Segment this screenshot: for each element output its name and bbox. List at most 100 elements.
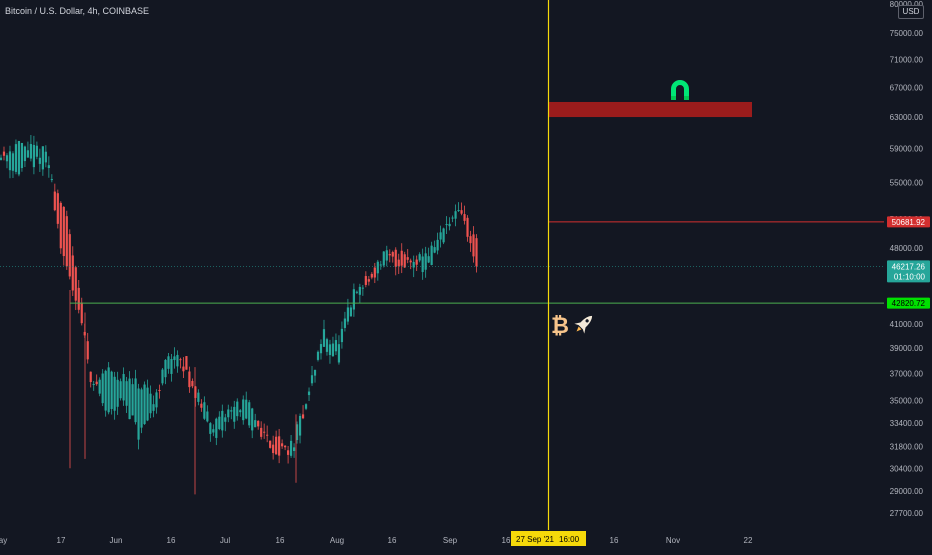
candle-body xyxy=(128,378,131,420)
x-tick-label: 16 xyxy=(610,536,619,545)
candle-body xyxy=(191,380,194,387)
candle-body xyxy=(397,259,400,267)
y-tick-label: 80000.00 xyxy=(890,0,924,9)
candle-body xyxy=(29,144,33,159)
candle-body xyxy=(137,388,140,440)
currency-button[interactable]: USD xyxy=(898,5,924,19)
candle-body xyxy=(113,376,116,411)
candle-body xyxy=(155,392,158,408)
candle-body xyxy=(197,392,200,402)
candle-body xyxy=(442,228,445,243)
candle-body xyxy=(209,423,212,434)
candle-body xyxy=(355,291,358,293)
candle-body xyxy=(379,264,382,266)
candle-body xyxy=(316,351,320,360)
y-tick-label: 35000.00 xyxy=(890,396,924,405)
candle-body xyxy=(343,318,347,328)
candle-body xyxy=(433,247,436,253)
candle-body xyxy=(242,399,245,421)
candle-body xyxy=(98,379,101,394)
candle-body xyxy=(170,358,173,374)
y-tick-label: 55000.00 xyxy=(890,178,924,187)
candle-body xyxy=(370,273,373,278)
x-tick-label: Aug xyxy=(330,536,344,545)
candle-body xyxy=(358,286,361,295)
price-tag-label: 42820.72 xyxy=(892,299,926,308)
candle-body xyxy=(167,356,170,369)
candle-body xyxy=(469,236,472,244)
candle-body xyxy=(146,387,149,421)
candle-body xyxy=(424,253,427,270)
y-tick-label: 59000.00 xyxy=(890,145,924,154)
candle-body xyxy=(143,384,146,425)
y-tick-label: 41000.00 xyxy=(890,320,924,329)
candle-body xyxy=(38,157,41,164)
candle-body xyxy=(35,145,38,157)
candle-body xyxy=(239,410,242,413)
candle-body xyxy=(266,434,269,436)
candles xyxy=(0,134,478,495)
price-tag-label: 50681.92 xyxy=(892,218,926,227)
y-tick-label: 75000.00 xyxy=(890,29,924,38)
candle-body xyxy=(406,257,409,260)
candle-body xyxy=(134,378,137,423)
candle-body xyxy=(179,359,182,361)
price-axis: 80000.00 75000.00 71000.00 67000.00 63000.00… xyxy=(884,0,932,530)
candle-body xyxy=(44,151,47,163)
candle-body xyxy=(131,384,134,416)
candle-body xyxy=(119,381,122,399)
candle-body xyxy=(409,260,412,263)
magnet-icon-tip-right xyxy=(684,96,689,100)
candle-body xyxy=(385,250,388,261)
candle-body xyxy=(218,416,221,430)
candle-body xyxy=(116,379,119,407)
candle-body xyxy=(260,427,263,437)
candle-body xyxy=(451,217,454,219)
candle-body xyxy=(50,179,53,181)
candle-body xyxy=(334,340,338,352)
candle-body xyxy=(95,381,98,385)
candle-body xyxy=(388,254,391,256)
candle-body xyxy=(289,440,293,456)
candle-body xyxy=(65,216,68,267)
candle-body xyxy=(200,403,203,408)
candle-body xyxy=(352,289,355,310)
rocket-icon-flame xyxy=(576,326,582,332)
candle-body xyxy=(230,410,233,412)
x-tick-label: Sep xyxy=(443,536,458,545)
candle-body xyxy=(430,245,433,265)
x-tick-label: Jun xyxy=(110,536,123,545)
candle-body xyxy=(445,224,448,226)
candle-body xyxy=(403,254,406,268)
y-tick-label: 29000.00 xyxy=(890,487,924,496)
candle-body xyxy=(245,399,248,419)
candle-body xyxy=(394,249,397,267)
candle-body xyxy=(251,408,254,431)
candle-body xyxy=(427,256,430,263)
candle-body xyxy=(23,146,27,162)
candle-body xyxy=(68,234,71,277)
candle-body xyxy=(301,414,305,419)
candle-body xyxy=(227,409,230,418)
candle-body xyxy=(59,202,62,249)
candle-body xyxy=(257,420,260,427)
candle-body xyxy=(346,307,350,322)
candle-body xyxy=(313,369,317,376)
candle-body xyxy=(463,214,466,221)
candle-body xyxy=(439,232,442,240)
candle-body xyxy=(236,401,239,417)
x-tick-label: Jul xyxy=(220,536,230,545)
candle-body xyxy=(176,354,179,367)
candle-body xyxy=(448,223,451,227)
time-axis: ay17Jun16Jul16Aug16Sep16Oct16Nov2227 Sep… xyxy=(0,530,932,550)
y-tick-label: 31800.00 xyxy=(890,443,924,452)
y-tick-label: 71000.00 xyxy=(890,55,924,64)
candle-body xyxy=(278,436,281,456)
y-tick-label: 48000.00 xyxy=(890,244,924,253)
candle-body xyxy=(263,431,266,433)
candle-body xyxy=(328,344,332,355)
candle-body xyxy=(269,440,272,448)
x-tick-label: ay xyxy=(0,536,7,545)
